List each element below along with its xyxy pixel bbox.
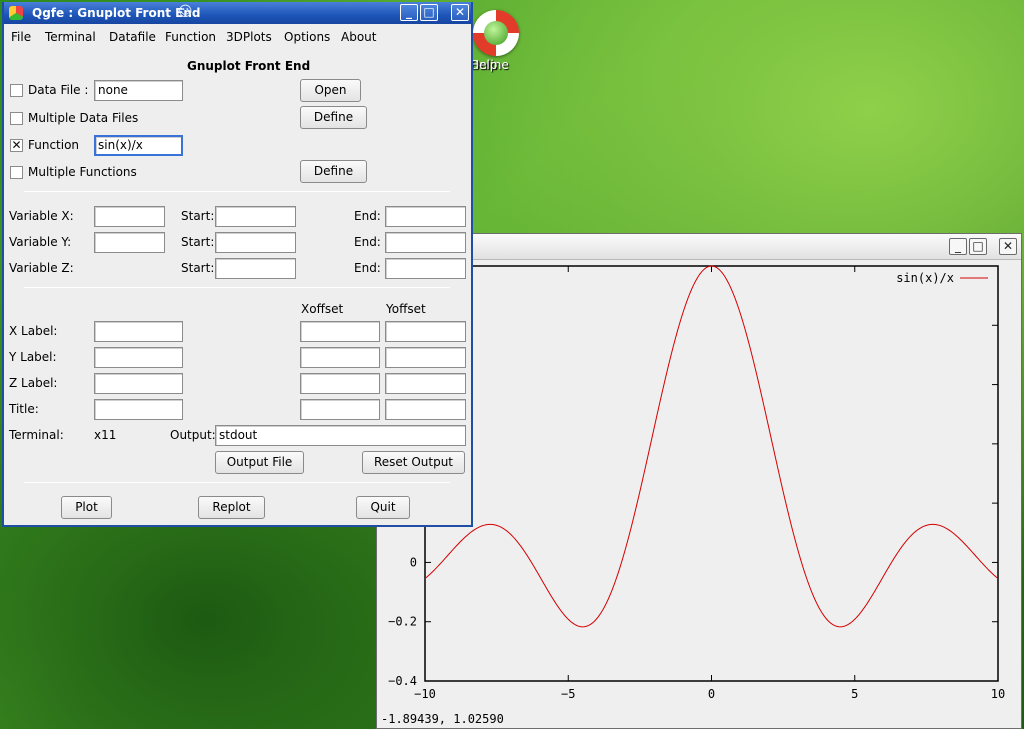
online-help-desktop-icon[interactable]: Online Help: [470, 10, 522, 72]
terminal-label: Terminal:: [9, 428, 64, 442]
x-tick-label: 10: [991, 687, 1005, 700]
form-heading: Gnuplot Front End: [187, 59, 311, 73]
title-yoffset-input[interactable]: [385, 399, 466, 420]
y-tick-label: 0: [410, 555, 417, 569]
gnuplot-x11-window: _ □ ✕ −10 −5 0 5 10 0 −0.2 −0.4 sin(x)/x -1.8943…: [376, 233, 1022, 729]
menubar: File Terminal Datafile Function 3DPlots …: [4, 24, 471, 48]
function-label: Function: [28, 138, 80, 152]
maximize-icon[interactable]: □: [420, 4, 438, 21]
window-title: Qgfe : Gnuplot Front End: [32, 6, 201, 20]
data-file-label: Data File :: [28, 83, 89, 97]
minimize-icon[interactable]: _: [949, 238, 967, 255]
define-data-files-button[interactable]: Define: [300, 106, 367, 129]
x-label-yoffset-input[interactable]: [385, 321, 466, 342]
z-label-xoffset-input[interactable]: [300, 373, 380, 394]
y-tick-label: −0.4: [388, 674, 417, 688]
replot-button[interactable]: Replot: [198, 496, 265, 519]
y-label-label: Y Label:: [9, 350, 57, 364]
variable-x-start-label: Start:: [181, 209, 215, 223]
variable-x-label: Variable X:: [9, 209, 74, 223]
close-icon[interactable]: ✕: [999, 238, 1017, 255]
variable-y-start-input[interactable]: [215, 232, 296, 253]
output-label: Output:: [170, 428, 216, 442]
variable-z-start-label: Start:: [181, 261, 215, 275]
plot-canvas[interactable]: −10 −5 0 5 10 0 −0.2 −0.4 sin(x)/x: [377, 260, 1021, 700]
variable-y-end-label: End:: [354, 235, 381, 249]
x-tick-label: 0: [708, 687, 715, 700]
main-titlebar[interactable]: Qgfe : Gnuplot Front End ☺ _ □ ✕: [4, 2, 471, 24]
variable-z-end-input[interactable]: [385, 258, 466, 279]
y-label-xoffset-input[interactable]: [300, 347, 380, 368]
menu-3dplots[interactable]: 3DPlots: [226, 30, 272, 44]
minimize-icon[interactable]: _: [400, 4, 418, 21]
x-label-label: X Label:: [9, 324, 58, 338]
x-tick-label: 5: [851, 687, 858, 700]
x-tick-label: −5: [561, 687, 575, 700]
plot-border: [424, 265, 999, 682]
online-help-label-line2: Help: [470, 58, 498, 72]
menu-function[interactable]: Function: [165, 30, 217, 44]
function-input[interactable]: sin(x)/x: [94, 135, 183, 156]
x-tick-label: −10: [414, 687, 436, 700]
output-input[interactable]: stdout: [215, 425, 466, 446]
variable-x-end-label: End:: [354, 209, 381, 223]
plot-button[interactable]: Plot: [61, 496, 112, 519]
menu-datafile[interactable]: Datafile: [109, 30, 156, 44]
xoffset-header: Xoffset: [301, 302, 344, 316]
function-checkbox[interactable]: ✕: [10, 138, 23, 152]
series-line-sinx-over-x: [424, 265, 999, 628]
reset-output-button[interactable]: Reset Output: [362, 451, 465, 474]
x-label-input[interactable]: [94, 321, 183, 342]
separator: [24, 482, 450, 483]
menu-about[interactable]: About: [341, 30, 377, 44]
y-tick-label: −0.2: [388, 615, 417, 629]
z-label-label: Z Label:: [9, 376, 58, 390]
variable-x-start-input[interactable]: [215, 206, 296, 227]
variable-y-start-label: Start:: [181, 235, 215, 249]
multiple-functions-checkbox[interactable]: [10, 166, 23, 179]
plot-titlebar[interactable]: _ □ ✕: [377, 234, 1021, 260]
z-label-input[interactable]: [94, 373, 183, 394]
terminal-value: x11: [94, 428, 117, 442]
variable-z-start-input[interactable]: [215, 258, 296, 279]
variable-y-end-input[interactable]: [385, 232, 466, 253]
menu-file[interactable]: File: [11, 30, 32, 44]
variable-x-input[interactable]: [94, 206, 165, 227]
title-input[interactable]: [94, 399, 183, 420]
title-xoffset-input[interactable]: [300, 399, 380, 420]
data-file-checkbox[interactable]: [10, 84, 23, 97]
coordinate-readout: -1.89439, 1.02590: [381, 712, 504, 726]
gecko-icon: ☺: [178, 4, 193, 20]
separator: [24, 287, 450, 288]
online-help-label-line1: Online: [470, 58, 509, 72]
x-label-xoffset-input[interactable]: [300, 321, 380, 342]
menu-options[interactable]: Options: [284, 30, 331, 44]
variable-z-end-label: End:: [354, 261, 381, 275]
qgfe-app-icon: [9, 6, 23, 20]
menu-terminal[interactable]: Terminal: [45, 30, 96, 44]
legend-label: sin(x)/x: [896, 271, 954, 285]
multiple-data-files-label: Multiple Data Files: [28, 111, 139, 125]
qgfe-main-window: Qgfe : Gnuplot Front End ☺ _ □ ✕ File Te…: [2, 2, 473, 527]
multiple-functions-label: Multiple Functions: [28, 165, 137, 179]
yoffset-header: Yoffset: [386, 302, 426, 316]
title-label: Title:: [9, 402, 39, 416]
multiple-data-files-checkbox[interactable]: [10, 112, 23, 125]
open-button[interactable]: Open: [300, 79, 361, 102]
y-label-yoffset-input[interactable]: [385, 347, 466, 368]
close-icon[interactable]: ✕: [451, 4, 469, 21]
maximize-icon[interactable]: □: [969, 238, 987, 255]
define-functions-button[interactable]: Define: [300, 160, 367, 183]
separator: [24, 191, 450, 192]
variable-y-label: Variable Y:: [9, 235, 72, 249]
output-file-button[interactable]: Output File: [215, 451, 304, 474]
variable-x-end-input[interactable]: [385, 206, 466, 227]
quit-button[interactable]: Quit: [356, 496, 410, 519]
variable-z-label: Variable Z:: [9, 261, 74, 275]
variable-y-input[interactable]: [94, 232, 165, 253]
data-file-input[interactable]: none: [94, 80, 183, 101]
z-label-yoffset-input[interactable]: [385, 373, 466, 394]
y-label-input[interactable]: [94, 347, 183, 368]
lifebuoy-icon: [473, 10, 519, 56]
